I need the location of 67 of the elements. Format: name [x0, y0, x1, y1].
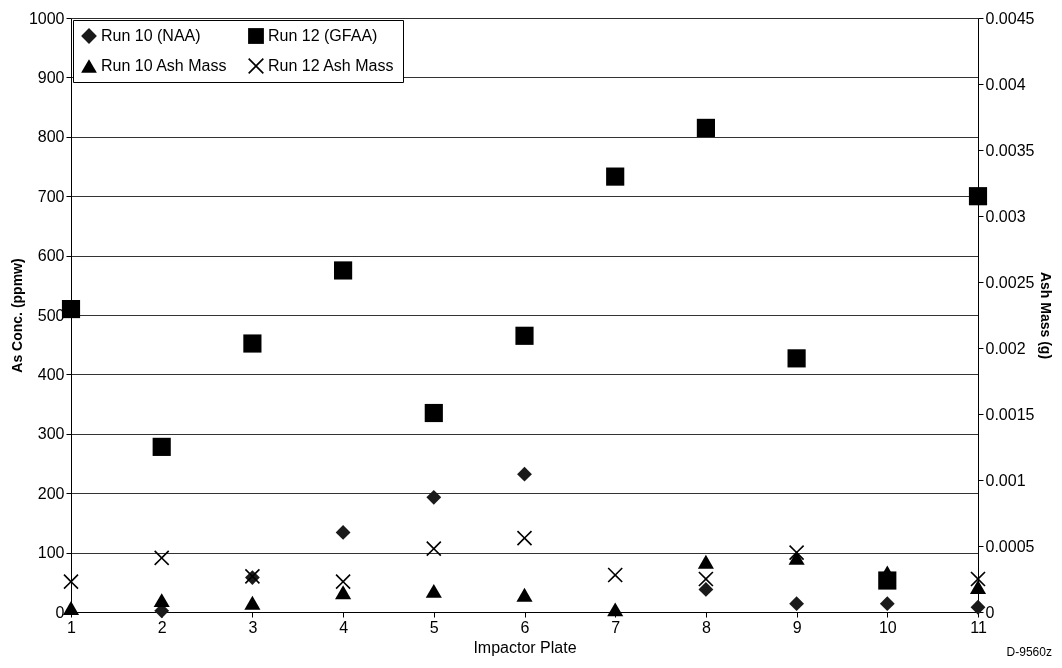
point [153, 593, 170, 608]
legend-label: Run 10 Ash Mass [101, 57, 227, 74]
x-tick-label: 11 [970, 618, 987, 636]
y-axis-title: As Conc. (ppmw) [8, 258, 25, 373]
point [516, 587, 533, 602]
y2-tick-label: 0.0025 [985, 273, 1035, 291]
x-axis-title: Impactor Plate [473, 638, 577, 656]
y-tick-label: 1000 [28, 9, 65, 27]
point [879, 596, 895, 612]
point [968, 187, 988, 206]
y-tick-label: 300 [37, 425, 65, 443]
point [697, 554, 714, 569]
point [970, 599, 986, 615]
point [698, 571, 714, 587]
y2-tick-label: 0.001 [985, 471, 1026, 489]
x-tick-label: 6 [520, 618, 530, 636]
point [244, 595, 261, 610]
point [515, 326, 534, 345]
x-tick-label: 3 [248, 618, 258, 636]
y-tick-label: 200 [37, 484, 65, 502]
text: D-9560z [1006, 645, 1052, 659]
point [335, 524, 351, 540]
y2-tick-label: 0.0005 [985, 537, 1035, 555]
x-tick-label: 5 [429, 618, 439, 636]
y2-tick-label: 0.0015 [985, 405, 1035, 423]
point [698, 582, 714, 597]
y-tick-label: 700 [37, 187, 65, 205]
point [789, 596, 805, 612]
x-tick-label: 4 [339, 618, 349, 636]
point [425, 583, 442, 598]
point [424, 403, 443, 423]
x-tick-label: 2 [157, 618, 167, 636]
point [426, 489, 442, 505]
x-tick-label: 9 [792, 618, 802, 636]
point [969, 579, 987, 594]
point [606, 167, 625, 186]
point [517, 466, 532, 482]
point [970, 571, 986, 587]
x-tick-label: 10 [878, 618, 897, 636]
y2-axis-title: Ash Mass (g) [1038, 271, 1055, 360]
point [152, 437, 171, 456]
x-tick-label: 7 [611, 618, 621, 636]
point [243, 334, 262, 353]
point [607, 602, 624, 617]
point [696, 118, 715, 137]
y-tick-label: 0 [55, 603, 65, 621]
legend-label: Run 10 (NAA) [101, 27, 201, 44]
y-tick-label: 900 [37, 68, 65, 86]
legend-label: Run 12 (GFAA) [268, 27, 378, 44]
y-tick-label: 100 [37, 544, 65, 562]
y2-tick-label: 0.0045 [985, 9, 1035, 27]
point [334, 261, 353, 280]
y2-tick-label: 0.003 [985, 207, 1026, 225]
legend-label: Run 12 Ash Mass [268, 57, 394, 74]
point [335, 585, 352, 600]
point [789, 545, 805, 561]
y2-tick-label: 0.0035 [985, 141, 1035, 159]
y-tick-label: 800 [37, 128, 65, 146]
x-tick-label: 8 [701, 618, 711, 636]
point [787, 349, 806, 368]
y2-tick-label: 0.002 [985, 339, 1026, 357]
y2-tick-label: 0.004 [985, 75, 1026, 93]
x-tick-label: 1 [67, 618, 77, 636]
y-tick-label: 400 [37, 365, 65, 383]
point [62, 601, 80, 616]
y2-tick-label: 0 [985, 603, 995, 621]
y-tick-label: 600 [37, 247, 65, 265]
